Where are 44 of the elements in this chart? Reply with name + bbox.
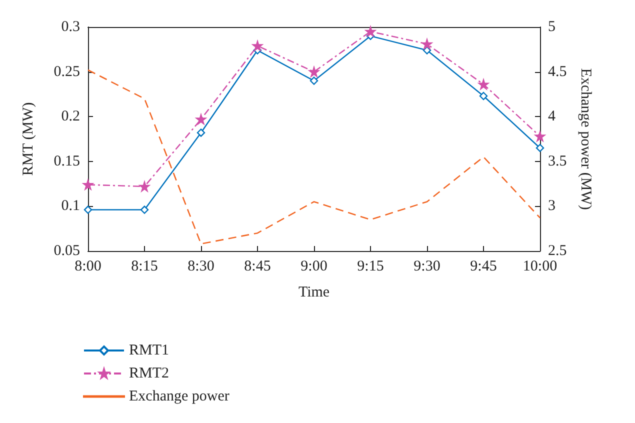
point — [536, 144, 544, 152]
point — [479, 92, 488, 100]
point — [308, 66, 320, 77]
y2-axis-title: Exchange power (MW) — [578, 68, 594, 210]
y2-tick-label: 3 — [548, 198, 556, 214]
point — [252, 40, 263, 51]
y2-tick-label: 3.5 — [548, 153, 567, 170]
y2-tick-label: 5 — [548, 19, 556, 35]
point — [196, 128, 206, 137]
point — [310, 76, 318, 85]
x-tick-label: 8:15 — [131, 258, 158, 274]
point — [422, 46, 432, 54]
x-tick-label: 9:45 — [470, 258, 497, 274]
y-tick-label: 0.15 — [54, 153, 80, 170]
point — [82, 180, 94, 190]
y-tick-label: 0.25 — [54, 64, 80, 80]
point — [84, 206, 92, 214]
y-tick-label: 0.1 — [61, 198, 80, 214]
legend-label: RMT2 — [129, 366, 170, 382]
y2-tick-label: 4.5 — [548, 64, 567, 80]
x-tick-label: 9:00 — [300, 258, 328, 274]
y-tick-label: 0.05 — [54, 243, 80, 259]
x-axis-title: Time — [298, 284, 330, 300]
point — [365, 26, 376, 37]
x-tick-label: 8:30 — [188, 258, 214, 274]
x-tick-label: 10:00 — [522, 258, 558, 274]
point — [422, 38, 432, 50]
x-tick-label: 9:30 — [414, 258, 440, 274]
y-tick-label: 0.3 — [61, 19, 80, 35]
y-axis-title: RMT (MW) — [20, 102, 36, 176]
point — [196, 114, 206, 124]
y2-tick-label: 2.5 — [548, 243, 567, 259]
point — [534, 131, 546, 142]
point — [140, 206, 149, 214]
point — [478, 79, 489, 90]
x-tick-label: 9:15 — [357, 258, 384, 274]
point — [139, 181, 150, 192]
y2-tick-label: 4 — [548, 108, 556, 125]
legend-label: Exchange power — [129, 388, 230, 404]
x-tick-label: 8:45 — [244, 258, 271, 274]
x-tick-label: 8:00 — [74, 258, 102, 274]
legend-label: RMT1 — [129, 342, 170, 358]
y-tick-label: 0.2 — [61, 108, 80, 125]
line-series — [87, 69, 541, 244]
